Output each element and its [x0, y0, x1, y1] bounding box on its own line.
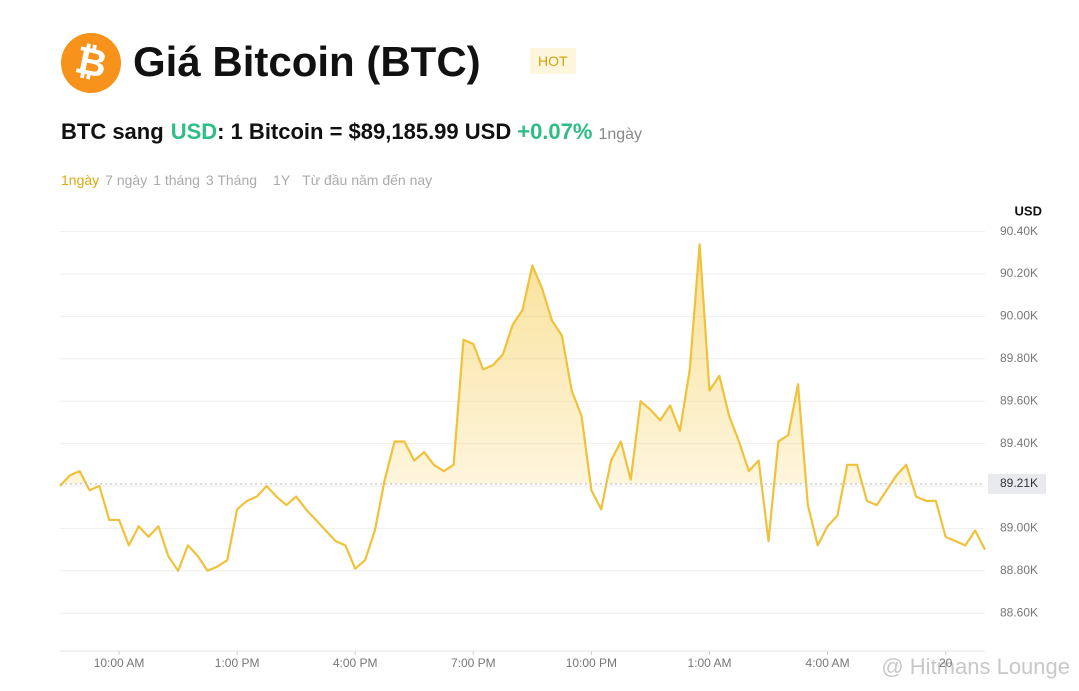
y-tick-label: 89.40K	[1000, 436, 1038, 450]
price: : 1 Bitcoin = $89,185.99 USD	[217, 119, 512, 144]
title: Giá Bitcoin (BTC)	[133, 38, 481, 85]
x-tick-label: 7:00 PM	[451, 656, 496, 670]
price-line: BTC sang USD: 1 Bitcoin = $89,185.99 USD +…	[61, 119, 642, 145]
change-period: 1ngày	[598, 126, 643, 143]
y-tick-label: 90.40K	[1000, 224, 1038, 238]
y-tick-label: 90.20K	[1000, 266, 1038, 280]
y-axis-unit: USD	[1015, 203, 1042, 218]
area-fill	[60, 244, 985, 484]
change: +0.07%	[517, 119, 593, 144]
range-tab[interactable]: 1ngày	[61, 172, 100, 188]
y-tick-label: 88.80K	[1000, 563, 1038, 577]
x-tick-label: 20	[939, 656, 953, 670]
range-tab[interactable]: 1Y	[273, 172, 291, 188]
x-tick-label: 1:00 AM	[687, 656, 731, 670]
y-tick-label: 89.00K	[1000, 521, 1038, 535]
y-tick-label: 90.00K	[1000, 309, 1038, 323]
x-tick-label: 10:00 AM	[94, 656, 145, 670]
price-line	[59, 243, 986, 572]
current-price-label: 89.21K	[1000, 476, 1038, 490]
range-tab[interactable]: 3 Tháng	[205, 172, 258, 188]
y-tick-label: 89.60K	[1000, 393, 1038, 407]
pair-currency[interactable]: USD	[170, 119, 218, 144]
y-tick-label: 88.60K	[1000, 605, 1038, 619]
x-tick-label: 1:00 PM	[215, 656, 260, 670]
pair-prefix: BTC sang	[61, 119, 164, 144]
current-price-box	[988, 473, 1046, 494]
range-tab[interactable]: 1 tháng	[153, 172, 200, 188]
watermark: @ Hitmans Lounge	[881, 654, 1070, 679]
x-tick-label: 4:00 PM	[333, 656, 378, 670]
x-tick-label: 10:00 PM	[566, 656, 617, 670]
x-tick-label: 4:00 AM	[806, 656, 850, 670]
range-tab[interactable]: 7 ngày	[105, 172, 148, 188]
range-tabs: 1ngày 7 ngày 1 tháng 3 Tháng 1Y Từ đầu năm đế…	[61, 172, 432, 188]
y-tick-label: 89.80K	[1000, 351, 1038, 365]
hot-badge: HOT	[530, 48, 576, 74]
range-tab[interactable]: Từ đầu năm đến nay	[302, 172, 433, 188]
